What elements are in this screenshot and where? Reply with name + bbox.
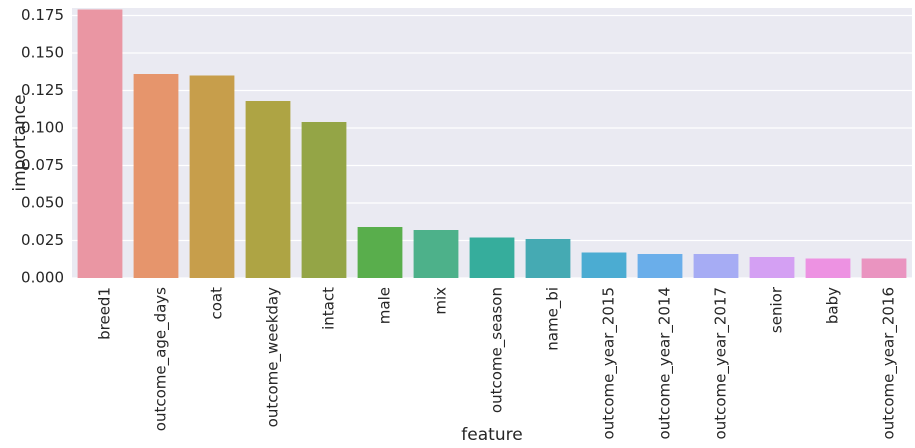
x-tick-label: outcome_year_2016 bbox=[880, 287, 899, 439]
x-tick-label: outcome_year_2014 bbox=[656, 287, 675, 439]
bar-outcome-weekday bbox=[245, 101, 291, 278]
bar-coat bbox=[189, 75, 235, 278]
y-tick-label: 0.150 bbox=[21, 44, 64, 62]
x-tick-labels: breed1 outcome_age_days coat outcome_weekda… bbox=[96, 286, 899, 439]
bar-outcome-year-2017 bbox=[693, 254, 739, 278]
x-axis-label: feature bbox=[461, 425, 522, 445]
y-tick-label: 0.125 bbox=[21, 81, 64, 99]
x-tick-label: mix bbox=[432, 287, 450, 315]
y-tick-labels: 0.000 0.025 0.050 0.075 0.100 0.125 0.150 0.175 bbox=[21, 6, 64, 287]
y-axis-label: importance bbox=[10, 94, 30, 191]
y-tick-label: 0.175 bbox=[21, 6, 64, 24]
x-tick-label: breed1 bbox=[96, 287, 114, 340]
bar-baby bbox=[805, 258, 851, 278]
x-tick-label: coat bbox=[208, 287, 226, 320]
bar-senior bbox=[749, 257, 795, 278]
y-tick-label: 0.000 bbox=[21, 269, 64, 287]
bar-mix bbox=[413, 230, 459, 278]
x-tick-label: male bbox=[376, 287, 394, 324]
bar-male bbox=[357, 227, 403, 278]
y-tick-label: 0.075 bbox=[21, 156, 64, 174]
bar-outcome-year-2016 bbox=[861, 258, 907, 278]
bar-outcome-age-days bbox=[133, 74, 179, 278]
bar-outcome-year-2015 bbox=[581, 252, 627, 278]
x-tick-label: outcome_year_2017 bbox=[712, 287, 731, 439]
x-tick-label: baby bbox=[824, 287, 842, 324]
x-tick-label: outcome_year_2015 bbox=[600, 287, 619, 439]
x-tick-label: outcome_age_days bbox=[152, 287, 171, 431]
bar-intact bbox=[301, 122, 347, 278]
x-tick-label: name_bi bbox=[544, 287, 563, 351]
bar-breed1 bbox=[77, 9, 123, 278]
x-tick-label: intact bbox=[320, 287, 338, 330]
x-tick-label: outcome_season bbox=[488, 287, 507, 413]
x-tick-label: senior bbox=[768, 286, 786, 333]
bars bbox=[77, 9, 907, 278]
bar-name-bi bbox=[525, 239, 571, 278]
bar-outcome-season bbox=[469, 237, 515, 278]
y-tick-label: 0.050 bbox=[21, 194, 64, 212]
x-tick-label: outcome_weekday bbox=[264, 287, 283, 427]
bar-outcome-year-2014 bbox=[637, 254, 683, 278]
y-tick-label: 0.100 bbox=[21, 119, 64, 137]
y-tick-label: 0.025 bbox=[21, 231, 64, 249]
